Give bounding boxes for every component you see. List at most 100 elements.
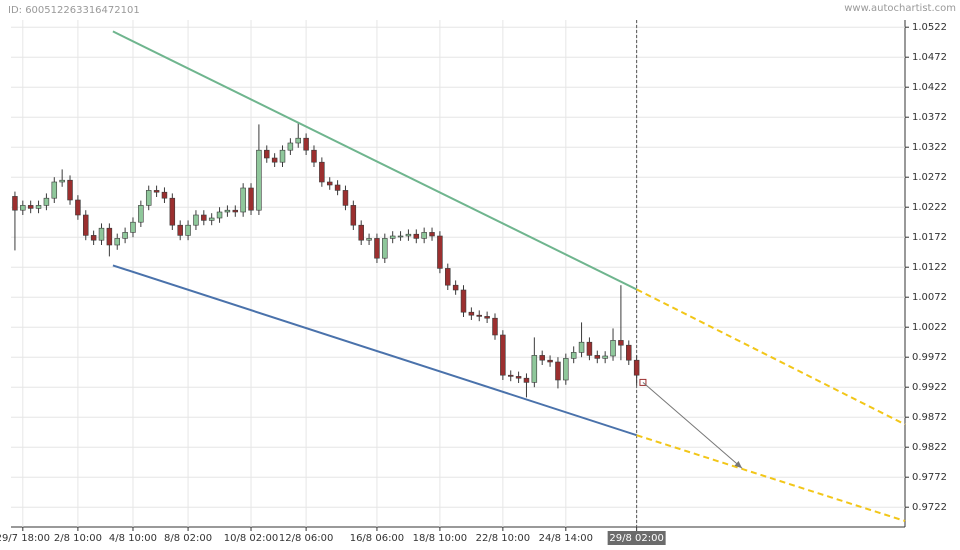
y-tick-label: 1.0422 xyxy=(912,82,947,93)
candle-body xyxy=(35,205,42,209)
candle-body xyxy=(413,233,420,239)
candle-body xyxy=(248,187,254,211)
x-tick-label: 12/8 06:00 xyxy=(279,533,333,544)
y-tick-label: 1.0322 xyxy=(912,142,947,153)
candle-body xyxy=(153,190,160,193)
candle-body xyxy=(271,157,278,163)
candle-body xyxy=(358,224,364,241)
x-tick-label: 24/8 14:00 xyxy=(539,533,593,544)
y-tick-label: 1.0372 xyxy=(912,112,947,123)
arrow-head xyxy=(734,461,743,469)
candle-body xyxy=(484,316,490,319)
candle-body xyxy=(240,187,246,213)
candle-body xyxy=(59,179,65,183)
y-tick-label: 1.0272 xyxy=(912,172,947,183)
candle-body xyxy=(342,190,349,206)
candle-body xyxy=(264,149,270,159)
x-tick-label: 8/8 02:00 xyxy=(164,533,212,544)
candle-body xyxy=(405,233,412,237)
trend-line xyxy=(112,264,637,437)
candle-body xyxy=(177,224,183,236)
candle-body xyxy=(279,149,286,163)
candle-body xyxy=(295,137,301,144)
y-tick-label: 0.9772 xyxy=(912,472,947,483)
y-tick-label: 0.9722 xyxy=(912,502,947,513)
candle-body xyxy=(287,142,294,151)
y-tick-label: 1.0072 xyxy=(912,292,947,303)
candle-body xyxy=(145,190,152,206)
candle-body xyxy=(523,377,530,383)
candle-body xyxy=(594,355,601,359)
brand: www.autochartist.com xyxy=(844,3,956,14)
candle-body xyxy=(555,361,561,381)
candle-body xyxy=(421,232,427,239)
candle-body xyxy=(618,340,624,346)
grid xyxy=(11,20,905,527)
candle-body xyxy=(476,314,482,317)
candle-body xyxy=(12,196,18,211)
candle-body xyxy=(602,355,608,359)
candle-body xyxy=(610,340,616,357)
x-tick-label: 10/8 02:00 xyxy=(224,533,278,544)
arrow-start xyxy=(639,378,647,386)
candle-body xyxy=(334,184,341,191)
cursor-label-bg xyxy=(607,531,666,545)
y-tick-label: 0.9922 xyxy=(912,382,947,393)
projection-line xyxy=(636,288,906,426)
candle-body xyxy=(114,238,120,246)
cursor-label: 29/8 02:00 xyxy=(609,533,663,544)
candle-body xyxy=(90,235,97,241)
candle-body xyxy=(366,238,372,241)
candle-body xyxy=(500,334,506,376)
candle-body xyxy=(232,209,239,213)
candle-body xyxy=(563,358,569,381)
y-tick-label: 1.0222 xyxy=(912,202,947,213)
candle-body xyxy=(460,289,467,313)
candle-body xyxy=(169,197,176,226)
candle-body xyxy=(586,341,593,356)
y-tick-label: 0.9972 xyxy=(912,352,947,363)
trend-line xyxy=(112,30,638,291)
candle-body xyxy=(429,232,435,237)
candle-body xyxy=(193,214,199,226)
candle-body xyxy=(67,179,73,201)
candle-body xyxy=(437,235,443,269)
candle-body xyxy=(531,355,538,383)
candle-body xyxy=(319,161,325,183)
candle-body xyxy=(452,284,459,291)
x-tick-label: 16/8 06:00 xyxy=(350,533,404,544)
y-tick-label: 0.9872 xyxy=(912,412,947,423)
candle-body xyxy=(382,238,388,259)
y-tick-label: 1.0022 xyxy=(912,322,947,333)
y-tick-label: 1.0522 xyxy=(912,22,947,33)
candle-body xyxy=(578,341,585,353)
candle-body xyxy=(122,232,128,239)
x-tick-label: 4/8 10:00 xyxy=(109,533,157,544)
candle-body xyxy=(389,235,396,239)
candle-body xyxy=(130,221,136,233)
candle-body xyxy=(51,181,58,199)
candle-body xyxy=(185,224,191,236)
candle-body xyxy=(138,205,144,223)
candle-body xyxy=(507,374,514,377)
candle-body xyxy=(626,344,632,361)
candle-body xyxy=(311,149,317,163)
candle-body xyxy=(201,214,207,221)
candle-body xyxy=(216,211,223,219)
candle-body xyxy=(98,227,105,241)
forecast-arrow xyxy=(642,382,743,469)
candle-body xyxy=(303,137,309,151)
y-tick-label: 0.9822 xyxy=(912,442,947,453)
candle-body xyxy=(43,197,50,206)
candle-body xyxy=(570,352,577,359)
candle-body xyxy=(492,317,498,336)
candle-body xyxy=(224,209,231,213)
candle-body xyxy=(75,199,81,216)
x-tick-label: 22/8 10:00 xyxy=(476,533,530,544)
candle-body xyxy=(445,268,451,286)
candle-body xyxy=(27,205,34,209)
chart-id: ID: 600512263316472101 xyxy=(8,5,140,16)
x-tick-label: 2/8 10:00 xyxy=(54,533,102,544)
x-tick-label: 29/7 18:00 xyxy=(0,533,50,544)
candle-body xyxy=(539,355,545,361)
